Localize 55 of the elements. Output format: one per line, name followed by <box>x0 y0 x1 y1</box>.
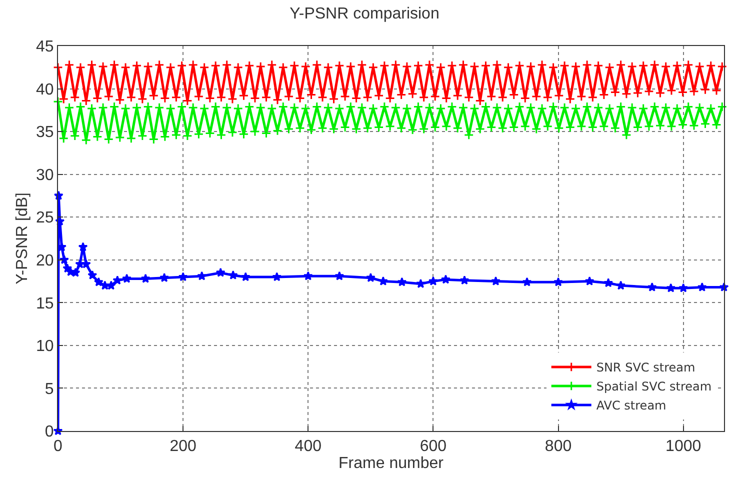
point <box>228 270 238 280</box>
point <box>604 278 614 288</box>
x-tick-label: 400 <box>294 438 322 456</box>
legend-label: Spatial SVC stream <box>596 380 712 394</box>
x-tick-label: 200 <box>170 438 197 456</box>
point <box>440 274 450 284</box>
y-tick-label: 20 <box>36 252 54 270</box>
y-tick-label: 45 <box>36 38 54 56</box>
point <box>216 268 226 277</box>
x-tick-label: 600 <box>420 438 447 456</box>
y-tick-label: 0 <box>44 424 54 441</box>
point <box>303 271 313 280</box>
y-tick-label: 10 <box>36 338 54 356</box>
point <box>88 270 98 280</box>
point <box>397 277 407 286</box>
point <box>428 276 438 286</box>
point <box>647 282 657 292</box>
point <box>78 242 88 252</box>
legend-label: SNR SVC stream <box>596 360 696 375</box>
point <box>366 272 376 282</box>
point <box>378 276 388 286</box>
point <box>70 268 80 277</box>
point <box>697 282 707 292</box>
point <box>122 274 132 283</box>
point <box>94 277 104 286</box>
y-tick-label: 40 <box>36 81 54 98</box>
point <box>81 259 91 268</box>
y-axis-title: Y-PSNR [dB] <box>14 192 31 284</box>
point <box>460 275 470 285</box>
y-tick-label: 25 <box>36 210 54 227</box>
y-tick-label: 5 <box>44 380 54 398</box>
point <box>112 275 122 285</box>
x-tick-label: 1000 <box>666 438 702 456</box>
y-tick-label: 15 <box>36 295 54 312</box>
point <box>240 272 250 282</box>
point <box>178 272 188 282</box>
point <box>416 278 426 288</box>
point <box>666 283 676 292</box>
point <box>491 276 500 286</box>
point <box>272 272 282 282</box>
legend-label: AVC stream <box>596 398 666 413</box>
y-tick-label: 30 <box>36 166 54 184</box>
point <box>554 277 564 286</box>
point <box>197 271 207 280</box>
point <box>334 271 344 280</box>
point <box>522 277 532 286</box>
point <box>584 276 594 286</box>
chart-title: Y-PSNR comparision <box>290 5 440 22</box>
y-tick-label: 35 <box>36 124 54 142</box>
point <box>616 280 626 290</box>
point <box>140 274 150 283</box>
point <box>160 272 170 282</box>
x-tick-label: 800 <box>544 438 572 456</box>
x-axis-title: Frame number <box>338 455 444 472</box>
point <box>678 283 688 292</box>
